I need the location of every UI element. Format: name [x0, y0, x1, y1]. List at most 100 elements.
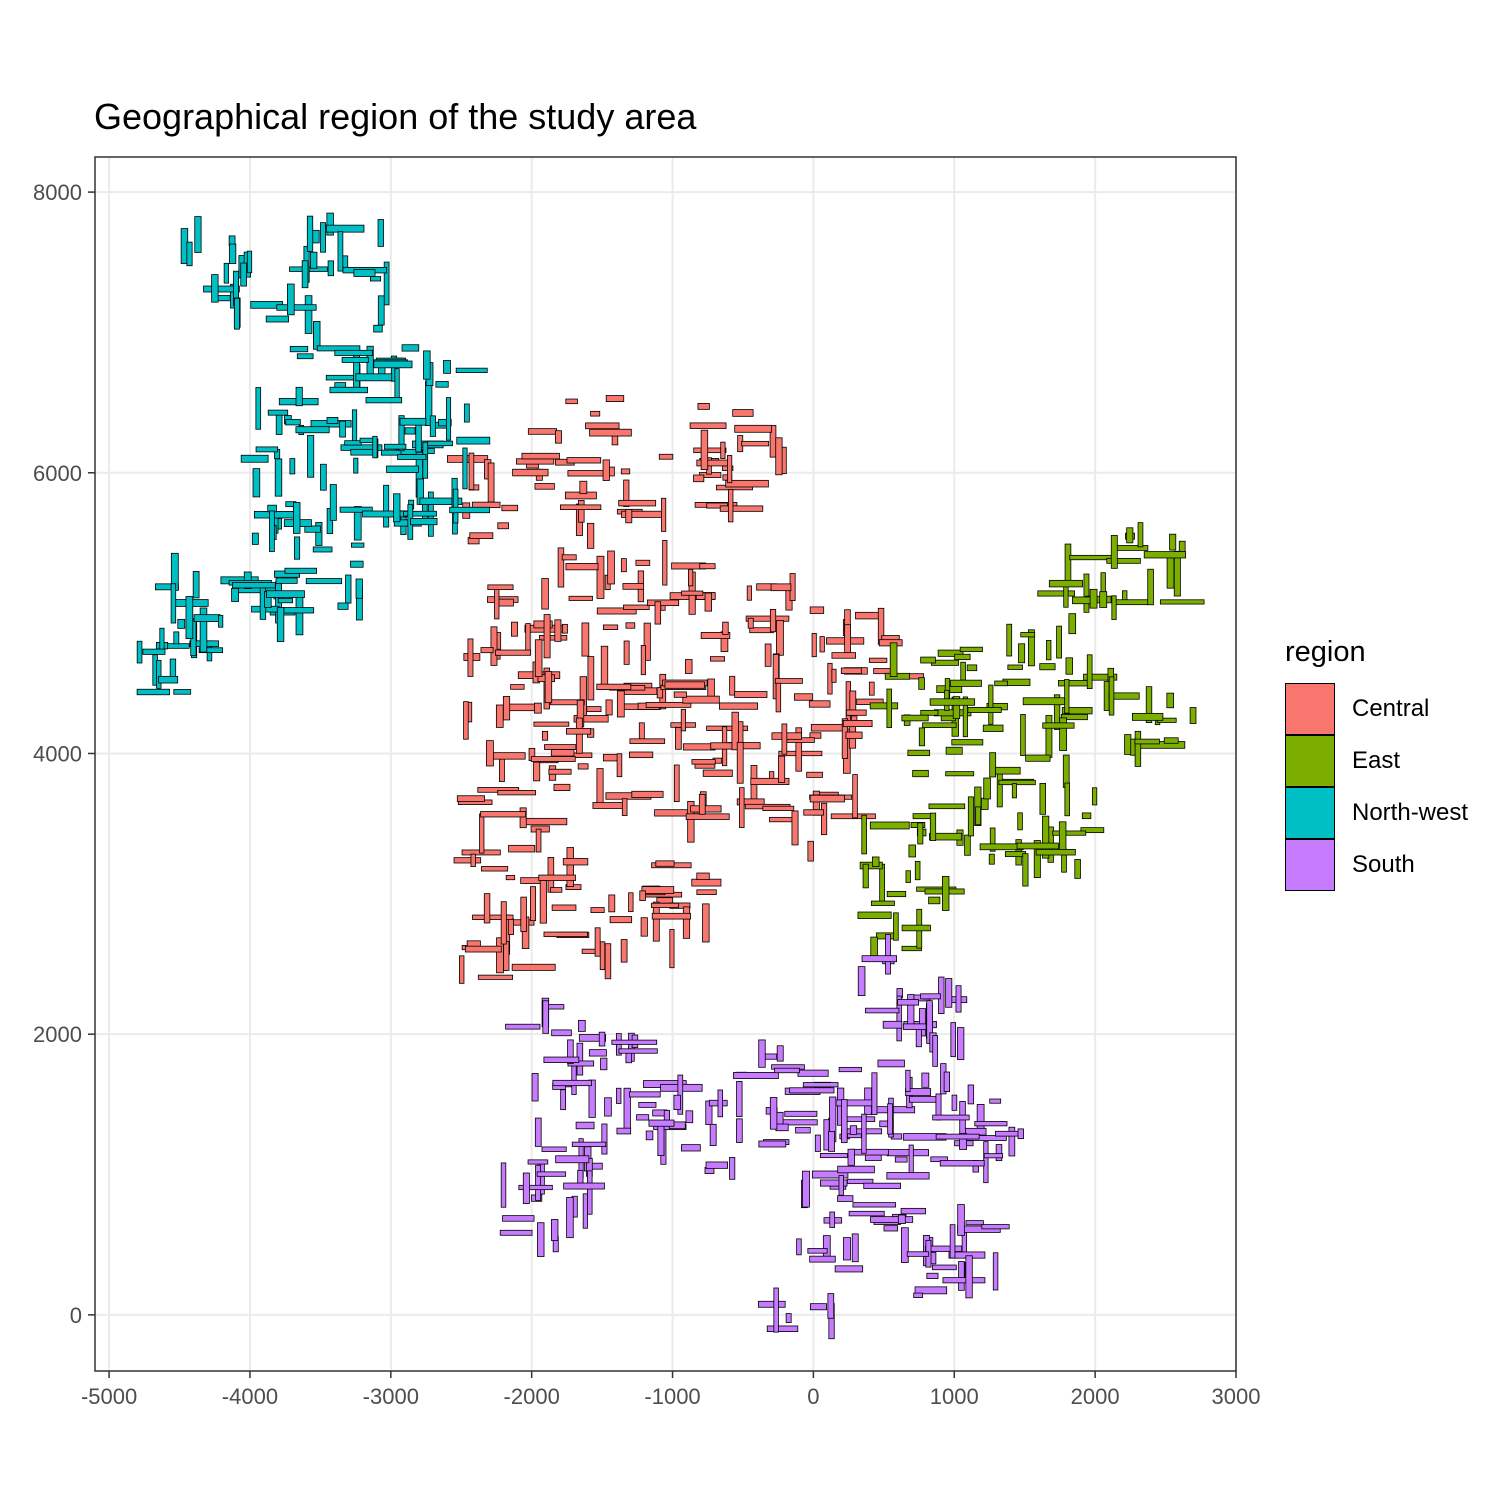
parcel-0-7-4 [699, 563, 716, 570]
parcel-3-4-11 [571, 1141, 607, 1147]
parcel-3-5-10 [499, 1229, 533, 1236]
parcel-0-9-12 [809, 606, 825, 614]
x-tick-label-2: -3000 [363, 1384, 419, 1409]
parcel-1-10-7 [869, 821, 910, 830]
legend-title: region [1285, 636, 1366, 668]
parcel-0-13-10 [664, 681, 705, 689]
parcel-2-5-5 [398, 415, 405, 452]
y-tick-label-0: 0 [70, 1303, 82, 1328]
parcel-2-5-4 [380, 449, 402, 456]
parcel-0-19-11 [731, 711, 739, 751]
parcel-0-17-12 [621, 798, 628, 816]
parcel-0-11-3 [573, 715, 609, 723]
parcel-0-5-7 [497, 598, 514, 607]
parcel-3-13-10 [837, 1195, 854, 1202]
parcel-0-20-13 [809, 794, 845, 803]
parcel-1-0-2 [920, 656, 936, 664]
parcel-3-1-11 [625, 1051, 632, 1064]
parcel-3-13-1 [848, 1210, 885, 1217]
parcel-1-10-11 [929, 812, 937, 841]
parcel-0-10-3 [508, 703, 539, 712]
parcel-1-7-8 [1080, 827, 1105, 834]
parcel-1-1-6 [966, 664, 978, 672]
parcel-0-23-2 [599, 941, 606, 971]
parcel-1-1-10 [1020, 632, 1036, 638]
parcel-0-10-10 [463, 701, 469, 740]
parcel-3-17-13 [802, 1170, 810, 1208]
parcel-3-11-12 [861, 955, 897, 963]
parcel-3-0-10 [546, 1004, 565, 1010]
parcel-1-11-1 [862, 863, 869, 889]
parcel-1-1-0 [1027, 629, 1035, 667]
parcel-0-19-5 [750, 777, 790, 786]
parcel-3-16-8 [807, 1248, 828, 1254]
parcel-0-7-5 [646, 599, 680, 607]
parcel-0-21-4 [479, 813, 485, 854]
parcel-0-21-9 [519, 807, 527, 829]
parcel-2-8-1 [315, 521, 323, 546]
parcel-2-5-13 [355, 373, 393, 382]
parcel-1-2-10 [1064, 679, 1070, 714]
parcel-3-15-6 [914, 1286, 948, 1295]
parcel-1-2-2 [1065, 657, 1073, 675]
parcel-2-14-5 [397, 454, 427, 460]
parcel-1-4-6 [912, 769, 929, 778]
parcel-2-10-6 [305, 578, 343, 585]
parcel-0-22-11 [507, 918, 514, 935]
parcel-1-1-3 [1018, 643, 1026, 664]
legend-label: Central [1352, 695, 1430, 722]
parcel-0-24-11 [639, 890, 646, 901]
parcel-0-16-9 [553, 783, 571, 792]
parcel-0-24-5 [702, 903, 710, 943]
parcel-3-10-9 [959, 1132, 967, 1150]
parcel-1-4-2 [945, 771, 975, 777]
parcel-3-3-9 [709, 1123, 717, 1146]
parcel-3-0-1 [578, 1019, 586, 1032]
parcel-3-16-2 [758, 1300, 786, 1308]
parcel-0-12-13 [596, 683, 632, 691]
parcel-2-5-6 [415, 424, 422, 453]
parcel-3-14-5 [870, 1216, 914, 1223]
parcel-0-15-9 [868, 681, 875, 696]
parcel-1-5-6 [1059, 717, 1068, 751]
parcel-3-15-13 [926, 1272, 939, 1280]
parcel-2-2-6 [326, 224, 365, 233]
parcel-3-2-12 [616, 1087, 622, 1104]
parcel-2-12-10 [185, 596, 194, 640]
parcel-1-2-8 [1046, 639, 1052, 661]
parcel-2-10-8 [277, 598, 293, 604]
parcel-0-14-1 [808, 700, 831, 708]
parcel-2-3-5 [394, 368, 400, 402]
parcel-3-6-13 [758, 1039, 766, 1068]
parcel-3-8-12 [887, 1103, 893, 1135]
parcel-0-6-7 [623, 604, 650, 611]
parcel-3-0-6 [505, 1023, 541, 1030]
parcel-2-0-10 [246, 250, 253, 274]
parcel-3-11-8 [885, 934, 891, 975]
parcel-1-0-13 [886, 688, 893, 728]
parcel-2-8-8 [312, 546, 333, 553]
parcel-0-5-2 [539, 635, 568, 641]
parcel-2-14-13 [410, 517, 438, 526]
parcel-1-4-1 [907, 749, 931, 757]
parcel-1-5-8 [1042, 722, 1075, 729]
parcel-3-2-6 [601, 1123, 608, 1155]
parcel-0-2-6 [693, 474, 705, 483]
parcel-0-17-5 [544, 744, 577, 750]
parcel-2-10-1 [345, 574, 352, 604]
parcel-0-16-10 [497, 790, 536, 796]
parcel-1-2-0 [1061, 707, 1093, 715]
legend-key [1285, 735, 1335, 787]
parcel-2-3-10 [373, 324, 383, 333]
parcel-1-4-10 [929, 698, 976, 706]
parcel-1-3-11 [1134, 738, 1160, 745]
parcel-3-13-11 [894, 1156, 908, 1163]
parcel-0-6-9 [565, 563, 599, 571]
parcel-0-8-11 [722, 621, 729, 635]
parcel-0-0-4 [497, 522, 509, 530]
parcel-1-1-7 [1007, 664, 1023, 670]
parcel-1-3-12 [1132, 712, 1164, 721]
parcel-0-23-5 [604, 943, 612, 980]
parcel-1-3-9 [1189, 707, 1197, 724]
parcel-0-13-7 [680, 708, 686, 732]
